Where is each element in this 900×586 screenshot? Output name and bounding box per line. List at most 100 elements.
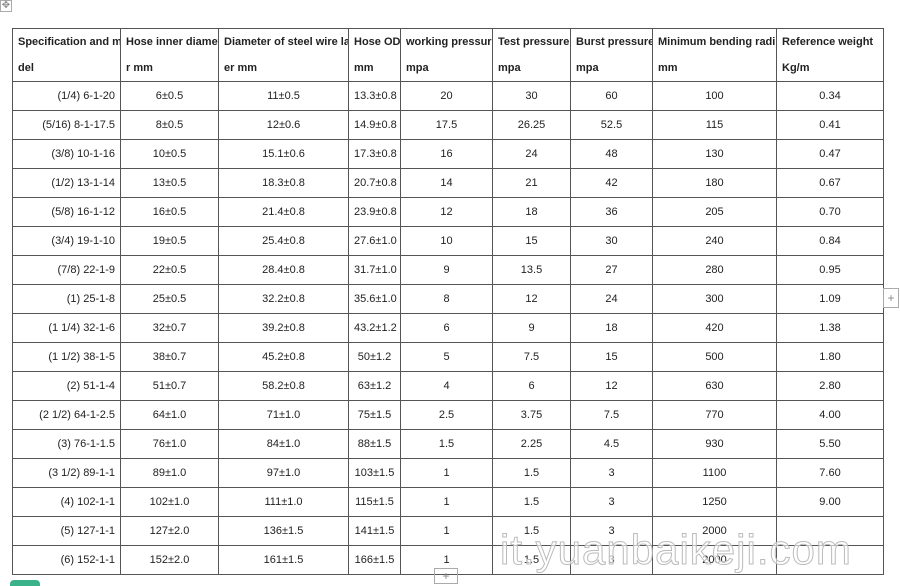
table-cell: 19±0.5 [120,226,219,256]
table-cell: 100 [652,81,777,111]
table-cell: 3.75 [492,400,571,430]
table-cell: (5/16) 8-1-17.5 [12,110,121,140]
table-body: (1/4) 6-1-20 6±0.5 11±0.5 13.3±0.8 20 30 60 100… [12,81,884,575]
table-cell: 12±0.6 [218,110,349,140]
header-line: mm [658,62,678,74]
table-row: (5/16) 8-1-17.5 8±0.5 12±0.6 14.9±0.8 17.5 26… [12,110,884,140]
header-line: Hose OD [354,36,401,48]
header-line: Minimum bending radius [658,36,777,48]
table-cell: 12 [400,197,493,227]
table-cell: 64±1.0 [120,400,219,430]
header-cell: Specification and mo del [12,28,121,82]
table-cell: 3 [570,516,653,546]
table-cell: 1 [400,545,493,575]
table-cell: 52.5 [570,110,653,140]
table-cell: 8 [400,284,493,314]
table-row: (6) 152-1-1 152±2.0 161±1.5 166±1.5 1 1.5 3 200… [12,545,884,575]
table-cell: 4.5 [570,429,653,459]
table-cell: 22±0.5 [120,255,219,285]
table-cell: 15 [492,226,571,256]
header-line: del [18,62,34,74]
header-cell: Hose OD mm [348,28,401,82]
table-cell: 2.5 [400,400,493,430]
table-cell: 2000 [652,545,777,575]
table-cell: 35.6±1.0 [348,284,401,314]
table-cell: 28.4±0.8 [218,255,349,285]
table-cell: 115 [652,110,777,140]
table-cell: 4 [400,371,493,401]
table-cell: 17.3±0.8 [348,139,401,169]
table-cell: 1.5 [492,487,571,517]
table-cell: 500 [652,342,777,372]
table-row: (7/8) 22-1-9 22±0.5 28.4±0.8 31.7±1.0 9 13.5 2… [12,255,884,285]
table-cell: 14 [400,168,493,198]
header-cell: Reference weight Kg/m [776,28,884,82]
add-row-button[interactable]: + [434,568,458,584]
table-cell: 36 [570,197,653,227]
table-cell: 180 [652,168,777,198]
table-cell: 42 [570,168,653,198]
table-cell: 45.2±0.8 [218,342,349,372]
header-line: er mm [224,62,258,74]
header-cell: Test pressure mpa [492,28,571,82]
table-cell: 20.7±0.8 [348,168,401,198]
table-row: (1/2) 13-1-14 13±0.5 18.3±0.8 20.7±0.8 14 21 4… [12,168,884,198]
spec-table: Specification and mo del Hose inner diamet… [12,28,884,575]
table-cell: 770 [652,400,777,430]
table-cell: 3 [570,487,653,517]
table-cell: (4) 102-1-1 [12,487,121,517]
table-cell: 21 [492,168,571,198]
table-cell: 1 [400,458,493,488]
table-cell: 27 [570,255,653,285]
table-cell: 8±0.5 [120,110,219,140]
table-cell: 1 [400,487,493,517]
header-line: Burst pressure [576,36,653,48]
header-line: Hose inner diamete [126,36,219,48]
table-cell: 0.84 [776,226,884,256]
header-line: mpa [498,62,521,74]
table-cell: 1.38 [776,313,884,343]
table-cell: 20 [400,81,493,111]
add-column-button[interactable]: + [883,288,899,308]
table-cell: (3/4) 19-1-10 [12,226,121,256]
table-cell: 48 [570,139,653,169]
table-cell: (6) 152-1-1 [12,545,121,575]
table-cell: 1 [400,516,493,546]
table-cell: 25.4±0.8 [218,226,349,256]
table-cell: 7.5 [492,342,571,372]
table-cell: 2.25 [492,429,571,459]
table-cell: (7/8) 22-1-9 [12,255,121,285]
status-badge [10,580,40,586]
header-line: Test pressure [498,36,570,48]
table-cell: 39.2±0.8 [218,313,349,343]
table-cell [776,516,884,546]
move-handle[interactable]: ✥ [0,0,12,12]
table-cell: (1 1/4) 32-1-6 [12,313,121,343]
table-cell: 4.00 [776,400,884,430]
header-line: Diameter of steel wire lay [224,36,349,48]
table-cell: 127±2.0 [120,516,219,546]
table-cell: 25±0.5 [120,284,219,314]
table-cell: (2) 51-1-4 [12,371,121,401]
table-row: (3/8) 10-1-16 10±0.5 15.1±0.6 17.3±0.8 16 24 4… [12,139,884,169]
table-cell: 280 [652,255,777,285]
table-cell: 0.41 [776,110,884,140]
table-cell: 103±1.5 [348,458,401,488]
table-cell: 0.70 [776,197,884,227]
table-cell: (3/8) 10-1-16 [12,139,121,169]
table-row: (3 1/2) 89-1-1 89±1.0 97±1.0 103±1.5 1 1.5 3 11… [12,458,884,488]
table-cell: 240 [652,226,777,256]
header-line: mm [354,62,374,74]
table-row: (5/8) 16-1-12 16±0.5 21.4±0.8 23.9±0.8 12 18 3… [12,197,884,227]
table-cell: 43.2±1.2 [348,313,401,343]
table-cell [776,545,884,575]
table-cell: 10±0.5 [120,139,219,169]
table-cell: 24 [492,139,571,169]
table-cell: 71±1.0 [218,400,349,430]
table-cell: 88±1.5 [348,429,401,459]
table-cell: 9.00 [776,487,884,517]
table-cell: 27.6±1.0 [348,226,401,256]
table-cell: 32±0.7 [120,313,219,343]
table-row: (1/4) 6-1-20 6±0.5 11±0.5 13.3±0.8 20 30 60 100… [12,81,884,111]
